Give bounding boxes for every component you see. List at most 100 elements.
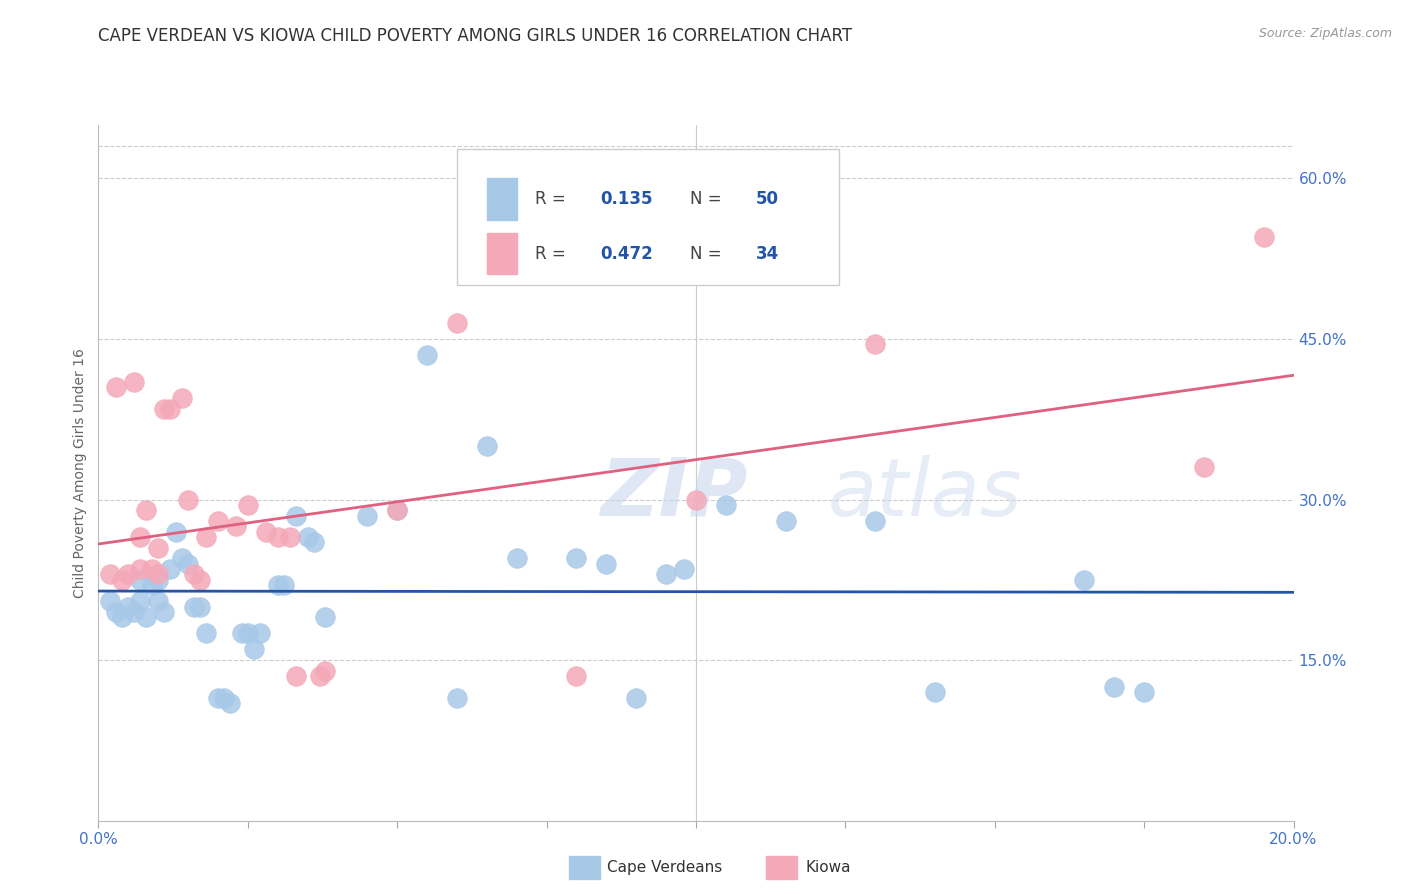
Point	[385, 503, 409, 517]
Point	[1192, 460, 1215, 475]
Point	[236, 626, 259, 640]
Point	[236, 498, 259, 512]
Point	[153, 605, 176, 619]
Point	[129, 594, 152, 608]
Point	[284, 669, 307, 683]
Point	[188, 573, 211, 587]
Point	[129, 562, 152, 576]
Point	[626, 690, 648, 705]
Point	[111, 610, 134, 624]
Point	[297, 530, 319, 544]
Point	[141, 562, 163, 576]
Point	[188, 599, 211, 614]
Point	[863, 514, 887, 528]
Text: CAPE VERDEAN VS KIOWA CHILD POVERTY AMONG GIRLS UNDER 16 CORRELATION CHART: CAPE VERDEAN VS KIOWA CHILD POVERTY AMON…	[98, 27, 852, 45]
Text: N =: N =	[690, 190, 727, 208]
FancyBboxPatch shape	[486, 233, 517, 275]
Point	[1073, 573, 1095, 587]
Point	[673, 562, 696, 576]
Text: 0.135: 0.135	[600, 190, 652, 208]
Point	[775, 514, 797, 528]
Point	[416, 348, 439, 362]
Point	[153, 401, 176, 416]
Text: 0.472: 0.472	[600, 244, 654, 262]
Point	[714, 498, 737, 512]
Point	[267, 578, 290, 592]
Point	[302, 535, 325, 549]
FancyBboxPatch shape	[457, 149, 839, 285]
FancyBboxPatch shape	[486, 178, 517, 219]
Point	[207, 690, 229, 705]
Point	[225, 519, 247, 533]
Point	[243, 642, 266, 657]
Point	[117, 599, 139, 614]
Point	[172, 551, 194, 566]
Point	[105, 605, 128, 619]
Point	[135, 503, 157, 517]
Point	[148, 594, 170, 608]
Point	[207, 514, 229, 528]
Point	[446, 316, 468, 330]
Point	[475, 439, 498, 453]
Point	[100, 594, 122, 608]
Point	[308, 669, 330, 683]
Point	[172, 391, 194, 405]
Point	[129, 530, 152, 544]
Text: R =: R =	[534, 244, 571, 262]
Point	[278, 530, 301, 544]
Point	[356, 508, 378, 523]
Point	[177, 492, 200, 507]
Point	[506, 551, 529, 566]
Point	[129, 573, 152, 587]
Point	[195, 626, 218, 640]
Point	[117, 567, 139, 582]
Point	[1133, 685, 1156, 699]
Point	[231, 626, 253, 640]
Point	[446, 690, 468, 705]
Point	[314, 664, 337, 678]
Point	[314, 610, 337, 624]
Point	[565, 551, 588, 566]
Text: Source: ZipAtlas.com: Source: ZipAtlas.com	[1258, 27, 1392, 40]
Point	[254, 524, 277, 539]
Point	[219, 696, 242, 710]
Point	[141, 578, 163, 592]
Point	[148, 567, 170, 582]
Text: N =: N =	[690, 244, 727, 262]
Text: 50: 50	[756, 190, 779, 208]
Text: Cape Verdeans: Cape Verdeans	[607, 860, 723, 874]
Text: 34: 34	[756, 244, 779, 262]
Point	[159, 401, 181, 416]
Point	[385, 503, 409, 517]
Point	[1102, 680, 1125, 694]
Point	[267, 530, 290, 544]
Y-axis label: Child Poverty Among Girls Under 16: Child Poverty Among Girls Under 16	[73, 348, 87, 598]
Point	[148, 541, 170, 555]
Point	[195, 530, 218, 544]
Point	[148, 573, 170, 587]
Point	[135, 610, 157, 624]
Point	[100, 567, 122, 582]
Point	[165, 524, 187, 539]
Text: atlas: atlas	[827, 455, 1022, 533]
Point	[212, 690, 235, 705]
Point	[863, 337, 887, 351]
Text: ZIP: ZIP	[600, 455, 748, 533]
Point	[111, 573, 134, 587]
Point	[124, 375, 146, 389]
Point	[595, 557, 617, 571]
Point	[177, 557, 200, 571]
Point	[565, 669, 588, 683]
Point	[159, 562, 181, 576]
Point	[183, 567, 205, 582]
Point	[924, 685, 946, 699]
Text: Kiowa: Kiowa	[806, 860, 851, 874]
Text: R =: R =	[534, 190, 571, 208]
Point	[124, 605, 146, 619]
Point	[183, 599, 205, 614]
Point	[105, 380, 128, 394]
Point	[655, 567, 678, 582]
Point	[1253, 230, 1275, 244]
Point	[249, 626, 271, 640]
Point	[284, 508, 307, 523]
